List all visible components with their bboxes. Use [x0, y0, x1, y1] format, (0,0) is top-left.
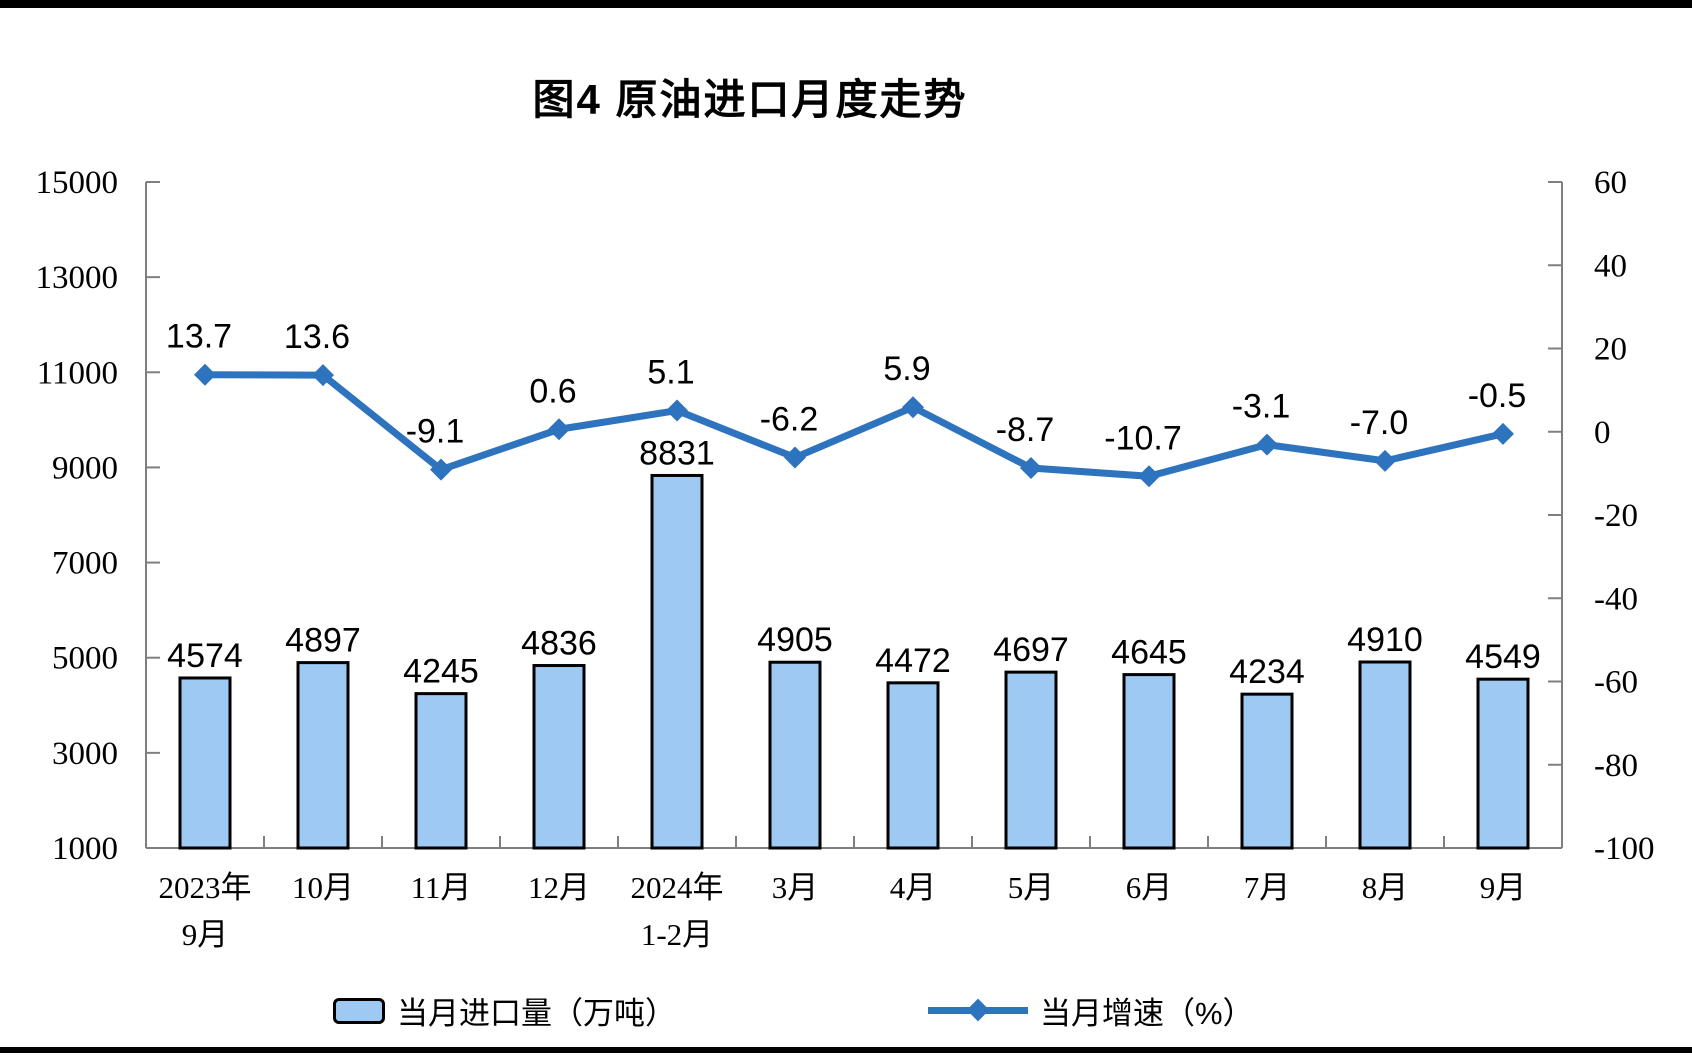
bar-data-label: 4697: [993, 631, 1069, 669]
svg-text:7000: 7000: [52, 546, 118, 582]
line-data-label: -7.0: [1350, 404, 1409, 442]
x-axis-label: 10月: [292, 870, 354, 905]
svg-text:-40: -40: [1594, 581, 1638, 617]
diamond-marker-icon: [1138, 465, 1160, 488]
svg-text:9000: 9000: [52, 450, 118, 486]
left-axis-tick-labels: 15000 13000 11000 9000 7000 5000 3000 1000: [36, 165, 119, 867]
diamond-marker-icon: [1256, 433, 1278, 456]
x-axis-label: 3月: [772, 870, 819, 905]
x-axis-labels: 2023年 9月 10月 11月 12月 2024年 1-2月 3月 4月 5月 6月 7月 8月 9月: [159, 870, 1527, 952]
bar: [1004, 670, 1058, 850]
bar-data-label: 4910: [1347, 621, 1423, 659]
chart-title: 图4 原油进口月度走势: [532, 76, 968, 123]
bar-data-label: 4245: [403, 653, 479, 691]
bar: [650, 473, 704, 850]
svg-text:1000: 1000: [52, 831, 118, 867]
line-data-label: -0.5: [1468, 377, 1527, 415]
bar-series-swatch: [333, 997, 385, 1024]
diamond-marker-icon: [312, 364, 334, 387]
svg-text:3000: 3000: [52, 736, 118, 772]
right-axis-tick-labels: 60 40 20 0 -20 -40 -60 -80 -100: [1594, 165, 1655, 867]
bar-data-label: 4549: [1465, 638, 1541, 676]
svg-text:15000: 15000: [36, 165, 119, 201]
x-axis-label: 6月: [1126, 870, 1173, 905]
diamond-marker-icon: [1492, 422, 1514, 445]
bar: [1122, 673, 1176, 850]
line-data-label: 5.9: [883, 350, 930, 388]
diamond-marker-icon: [666, 399, 688, 422]
diamond-marker-icon: [430, 458, 452, 481]
line-series: [204, 371, 1504, 480]
svg-text:-100: -100: [1594, 831, 1655, 867]
diamond-marker-icon: [1020, 456, 1042, 479]
svg-text:13000: 13000: [36, 260, 119, 296]
bar: [178, 676, 232, 850]
line-data-labels: 13.7 13.6 -9.1 0.6 5.1 -6.2 5.9 -8.7 -10.7 -3.1 -7…: [166, 318, 1526, 458]
bar: [886, 681, 940, 850]
line-data-label: 13.7: [166, 318, 232, 356]
diamond-marker-icon: [1374, 449, 1396, 472]
bar: [532, 664, 586, 850]
line-data-label: -6.2: [760, 401, 819, 439]
legend-label-import-volume: 当月进口量（万吨）: [397, 996, 676, 1031]
line-markers: [194, 363, 1514, 488]
line-data-label: 0.6: [529, 372, 576, 410]
bar-data-label: 4836: [521, 625, 597, 663]
bar-data-label: 4897: [285, 622, 361, 660]
legend-item-import-volume: 当月进口量（万吨）: [333, 988, 676, 1033]
legend-item-growth-rate: 当月增速（%）: [928, 988, 1254, 1033]
line-data-label: -8.7: [996, 411, 1055, 449]
diamond-marker-icon: [548, 418, 570, 441]
line-data-label: 5.1: [647, 354, 694, 392]
x-axis-label: 2024年 1-2月: [631, 870, 724, 952]
x-axis-label: 8月: [1362, 870, 1409, 905]
bar: [296, 661, 350, 850]
svg-text:20: 20: [1594, 332, 1627, 368]
svg-text:60: 60: [1594, 165, 1627, 201]
line-series-swatch: [928, 998, 1028, 1022]
diamond-marker-icon: [194, 363, 216, 386]
line-data-label: 13.6: [284, 318, 350, 356]
svg-text:40: 40: [1594, 248, 1627, 284]
x-axis-label: 4月: [890, 870, 937, 905]
svg-text:-80: -80: [1594, 748, 1638, 784]
bar: [1476, 677, 1530, 850]
bar-data-label: 4472: [875, 642, 951, 680]
svg-text:0: 0: [1594, 415, 1611, 451]
svg-text:11000: 11000: [37, 355, 118, 391]
bottom-border-bar: [0, 1047, 1692, 1053]
bar-data-label: 4234: [1229, 653, 1305, 691]
bar-data-labels: 4574 4897 4245 4836 8831 4905 4472 4697 4645 4234…: [167, 434, 1541, 691]
diamond-marker-icon: [784, 446, 806, 469]
x-axis-label: 9月: [1480, 870, 1527, 905]
x-axis-label: 12月: [528, 870, 590, 905]
x-axis-label: 5月: [1008, 870, 1055, 905]
x-axis-label: 11月: [411, 870, 472, 905]
legend-label-growth-rate: 当月增速（%）: [1040, 996, 1254, 1031]
x-axis-label: 2023年 9月: [159, 870, 252, 952]
svg-text:5000: 5000: [52, 641, 118, 677]
axes: [145, 181, 1563, 849]
diamond-marker-icon: [902, 396, 924, 419]
bar: [1240, 692, 1294, 850]
bar-series: [178, 473, 1530, 850]
line-data-label: -3.1: [1232, 388, 1291, 426]
bar-data-label: 4574: [167, 637, 243, 675]
bar-data-label: 4905: [757, 621, 833, 659]
bar-data-label: 8831: [639, 434, 715, 472]
svg-text:-60: -60: [1594, 665, 1638, 701]
bar-data-label: 4645: [1111, 634, 1187, 672]
line-data-label: -9.1: [406, 413, 465, 451]
bar: [1358, 660, 1412, 850]
top-border-bar: [0, 0, 1692, 8]
diamond-marker-icon: [966, 998, 990, 1022]
bar: [768, 660, 822, 850]
svg-text:-20: -20: [1594, 498, 1638, 534]
line-data-label: -10.7: [1104, 419, 1182, 457]
x-axis-label: 7月: [1244, 870, 1291, 905]
bar: [414, 692, 468, 850]
